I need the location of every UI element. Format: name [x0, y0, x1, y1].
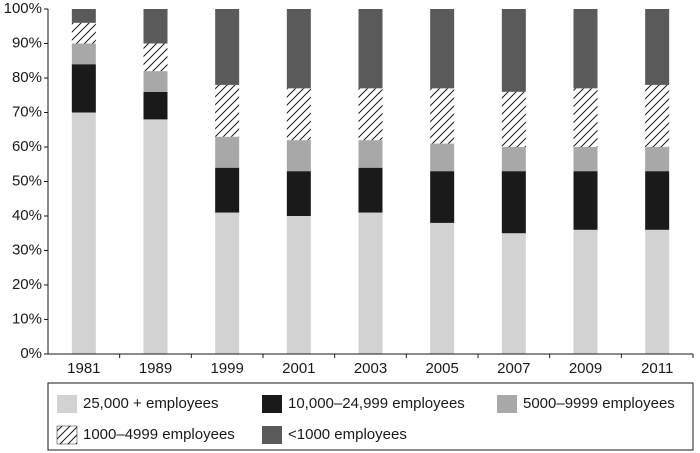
bar-segment: [143, 91, 168, 120]
legend-label: 1000–4999 employees: [83, 426, 235, 443]
x-tick-label: 2005: [425, 360, 458, 377]
bar-segment: [286, 140, 311, 172]
bar-segment: [71, 64, 96, 113]
bar-segment: [215, 84, 240, 137]
y-tick-label: 10%: [12, 310, 42, 327]
y-tick-label: 50%: [12, 172, 42, 189]
bar-segment: [430, 9, 455, 89]
bar-segment: [573, 229, 598, 354]
bar-segment: [71, 9, 96, 23]
x-tick-label: 1999: [210, 360, 243, 377]
y-tick-label: 0%: [20, 345, 42, 362]
x-tick-label: 2001: [282, 360, 315, 377]
bar-segment: [645, 9, 670, 85]
y-tick-label: 20%: [12, 276, 42, 293]
bar-segment: [501, 9, 526, 92]
bar-segment: [215, 212, 240, 354]
y-tick-label: 40%: [12, 207, 42, 224]
bar-segment: [358, 140, 383, 168]
bar-segment: [286, 88, 311, 141]
bar-segment: [501, 171, 526, 234]
legend-swatch: [57, 395, 77, 413]
bar-segment: [215, 167, 240, 213]
y-tick-label: 100%: [4, 0, 42, 17]
bar-segment: [430, 143, 455, 172]
bar-segment: [430, 222, 455, 354]
bar-segment: [358, 212, 383, 354]
x-tick-label: 2007: [497, 360, 530, 377]
y-tick-label: 60%: [12, 138, 42, 155]
y-tick-label: 70%: [12, 103, 42, 120]
bar-segment: [71, 22, 96, 44]
bar-segment: [430, 171, 455, 223]
legend-label: 5000–9999 employees: [523, 395, 675, 412]
bar-segment: [215, 9, 240, 85]
bar-segment: [573, 9, 598, 89]
bar-segment: [358, 167, 383, 213]
bar-segment: [286, 216, 311, 354]
bar-segment: [143, 9, 168, 44]
bar-segment: [143, 43, 168, 72]
x-tick-label: 1989: [139, 360, 172, 377]
legend-swatch: [497, 395, 517, 413]
bar-segment: [358, 9, 383, 89]
bar-segment: [143, 71, 168, 92]
legend-swatch: [56, 425, 78, 445]
bar-segment: [501, 91, 526, 147]
legend-box: [47, 382, 694, 451]
legend-swatch: [262, 395, 282, 413]
bar-segment: [430, 88, 455, 144]
bar-segment: [71, 43, 96, 65]
y-tick-label: 30%: [12, 241, 42, 258]
bar-segment: [645, 147, 670, 172]
bar-segment: [71, 112, 96, 354]
x-tick-label: 2009: [569, 360, 602, 377]
bar-segment: [645, 229, 670, 354]
legend-label: 10,000–24,999 employees: [288, 395, 465, 412]
bar-segment: [573, 147, 598, 172]
legend-label: 25,000 + employees: [83, 395, 219, 412]
y-tick-label: 90%: [12, 34, 42, 51]
bar-segment: [501, 233, 526, 354]
bar-segment: [573, 88, 598, 147]
bar-segment: [501, 147, 526, 172]
bar-segment: [143, 119, 168, 355]
x-tick-label: 2003: [354, 360, 387, 377]
legend-swatch: [262, 426, 282, 444]
bar-segment: [573, 171, 598, 230]
bar-segment: [286, 171, 311, 216]
x-tick-label: 1981: [67, 360, 100, 377]
bar-segment: [215, 136, 240, 168]
bar-segment: [645, 84, 670, 147]
bar-segment: [358, 88, 383, 141]
x-tick-label: 2011: [641, 360, 673, 377]
bar-segment: [286, 9, 311, 89]
y-tick-label: 80%: [12, 69, 42, 86]
bar-segment: [645, 171, 670, 230]
legend-label: <1000 employees: [288, 426, 407, 443]
